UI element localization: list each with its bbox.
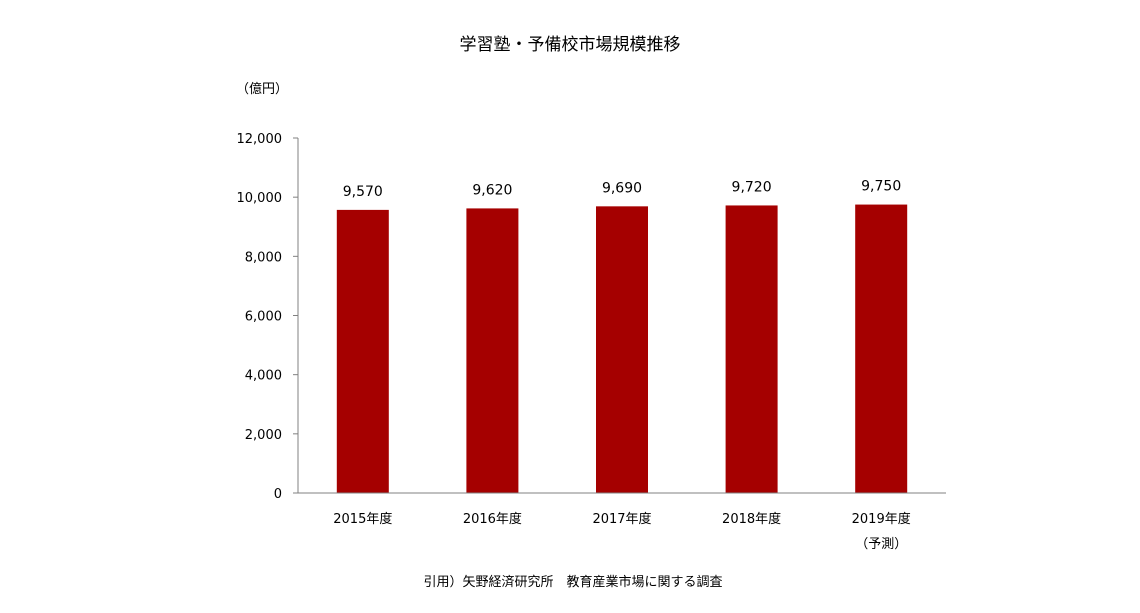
x-category-note: （予測） [855, 537, 907, 552]
y-tick-label: 6,000 [245, 310, 282, 325]
data-label: 9,690 [602, 180, 642, 196]
bar [596, 206, 648, 493]
y-tick-label: 4,000 [245, 369, 282, 384]
y-tick-label: 8,000 [245, 250, 282, 265]
y-axis-ticks: 0 2,000 4,000 6,000 8,000 10,000 12,000 [237, 132, 298, 502]
x-axis-categories: 2015年度 2016年度 2017年度 2018年度 2019年度 （予測） [333, 511, 910, 552]
y-tick-label: 0 [274, 487, 282, 502]
bar-series [336, 204, 908, 494]
bar [466, 208, 519, 494]
x-category-label: 2018年度 [722, 511, 781, 527]
data-label: 9,720 [732, 179, 772, 195]
y-axis-unit-label: （億円） [236, 81, 288, 97]
bar [725, 205, 778, 493]
data-label: 9,570 [343, 184, 383, 200]
source-note: 引用）矢野経済研究所 教育産業市場に関する調査 [423, 574, 722, 590]
x-category-label: 2019年度 [852, 511, 911, 527]
y-tick-label: 10,000 [237, 191, 283, 206]
data-label: 9,620 [472, 182, 512, 198]
y-tick-label: 12,000 [237, 132, 283, 147]
y-tick-label: 2,000 [245, 428, 282, 443]
x-category-label: 2015年度 [333, 511, 392, 527]
bar [855, 204, 908, 493]
data-labels: 9,570 9,620 9,690 9,720 9,750 [343, 179, 901, 200]
x-category-label: 2016年度 [463, 511, 522, 527]
data-label: 9,750 [861, 179, 901, 195]
x-category-label: 2017年度 [592, 511, 651, 527]
chart-title: 学習塾・予備校市場規模推移 [460, 34, 681, 55]
bar [336, 209, 389, 493]
